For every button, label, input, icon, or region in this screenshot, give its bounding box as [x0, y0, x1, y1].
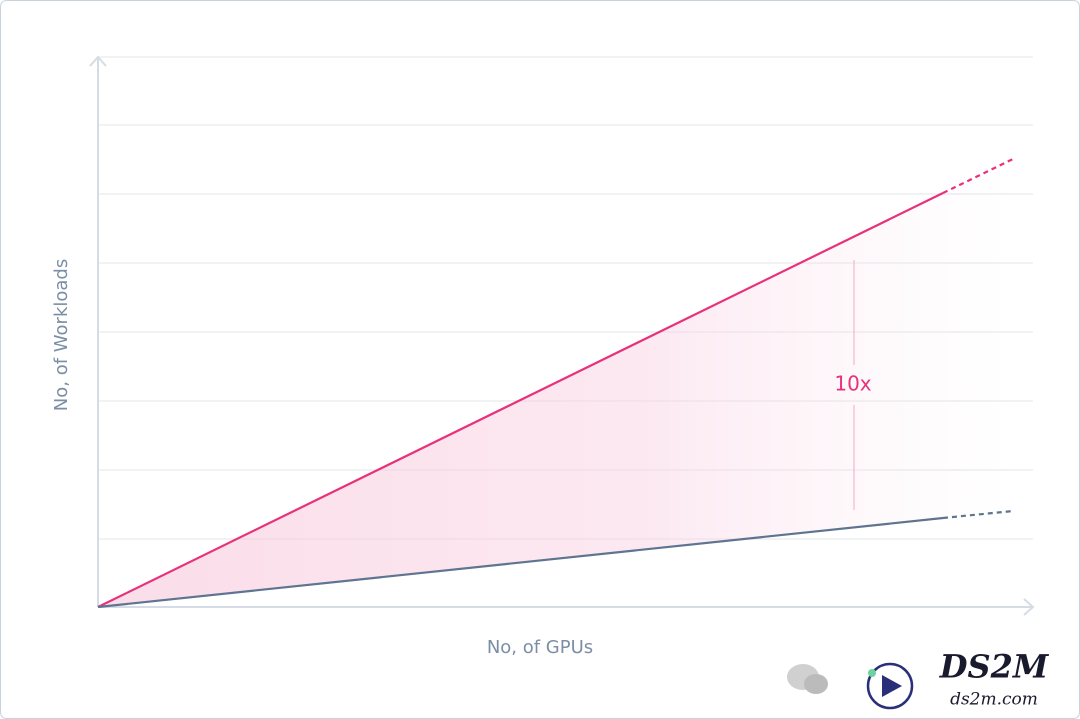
- pink-line-extension: [942, 158, 1014, 194]
- watermark-subtitle: ds2m.com: [950, 690, 1038, 710]
- gray-line: [97, 516, 944, 609]
- pink-line: [97, 192, 944, 608]
- axes: [89, 55, 1035, 616]
- watermark: DS2M ds2m.com: [787, 648, 1050, 710]
- gray-line-extension: [942, 509, 1014, 520]
- x-axis-label: No, of GPUs: [487, 637, 593, 658]
- annotation: 10x: [834, 372, 871, 396]
- watermark-title: DS2M: [939, 648, 1050, 686]
- y-axis-label: No, of Workloads: [51, 259, 72, 411]
